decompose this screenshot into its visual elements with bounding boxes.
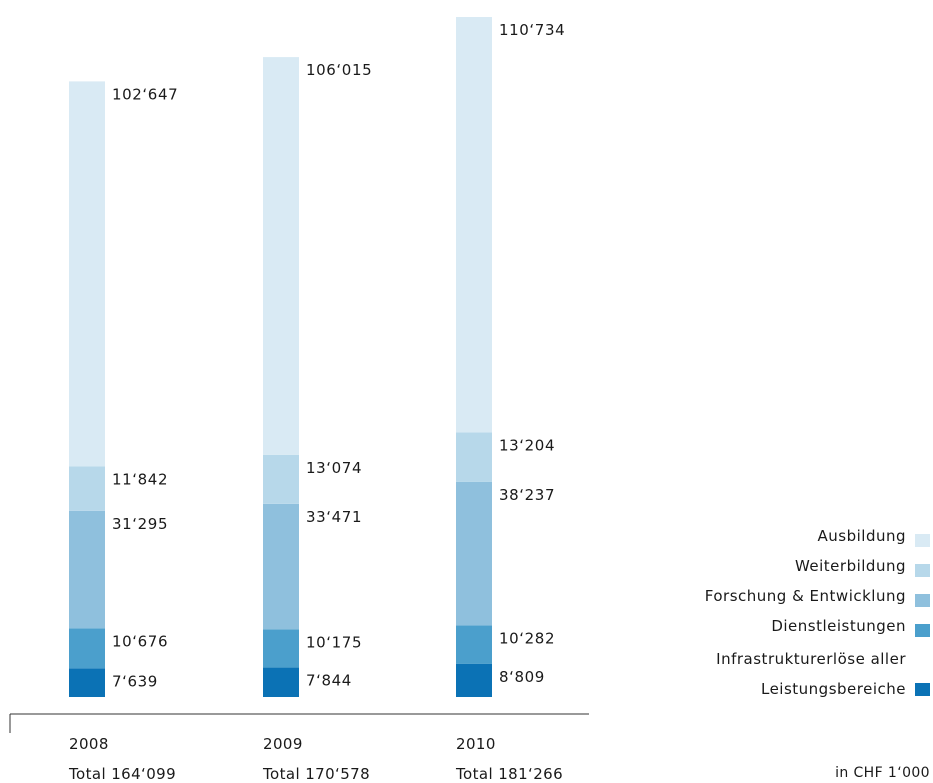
data-label-leistungsbereiche-2008: 7‘639 <box>112 672 158 690</box>
legend-label-weiterbildung: Weiterbildung <box>795 557 906 575</box>
bar-segment-ausbildung-2009 <box>263 57 299 455</box>
bar-segment-dienstleistungen-2008 <box>69 628 105 669</box>
bar-segment-ausbildung-2010 <box>456 17 492 433</box>
legend-swatch-leistungsbereiche <box>915 683 930 696</box>
legend-swatch-dienstleistungen <box>915 624 930 637</box>
total-label-2009: Total 170‘578 <box>262 765 370 783</box>
bar-segment-ausbildung-2008 <box>69 81 105 467</box>
data-label-dienstleistungen-2009: 10‘175 <box>306 633 362 651</box>
bar-segment-leistungsbereiche-2010 <box>456 663 492 697</box>
data-label-weiterbildung-2010: 13‘204 <box>499 436 555 454</box>
bar-segment-dienstleistungen-2010 <box>456 625 492 664</box>
legend-label-forschung-entwicklung: Forschung & Entwicklung <box>705 587 906 605</box>
data-label-leistungsbereiche-2009: 7‘844 <box>306 672 352 690</box>
bar-segment-leistungsbereiche-2008 <box>69 668 105 697</box>
bar-segment-forschung-entwicklung-2008 <box>69 510 105 629</box>
bar-segment-forschung-entwicklung-2010 <box>456 481 492 626</box>
legend: Ausbildung Weiterbildung Forschung & Entwi… <box>705 527 930 698</box>
total-label-2008: Total 164‘099 <box>68 765 176 783</box>
x-tick-label-2008: 2008 <box>69 735 109 753</box>
legend-label-ausbildung: Ausbildung <box>818 527 907 545</box>
legend-label-dienstleistungen: Dienstleistungen <box>771 617 906 635</box>
data-label-dienstleistungen-2008: 10‘676 <box>112 632 168 650</box>
data-label-forschung-entwicklung-2009: 33‘471 <box>306 508 362 526</box>
legend-label-leistungsbereiche-line1: Infrastrukturerlöse aller <box>716 650 906 668</box>
bars-group <box>69 17 492 697</box>
x-tick-label-2009: 2009 <box>263 735 303 753</box>
legend-swatch-weiterbildung <box>915 564 930 577</box>
data-label-ausbildung-2010: 110‘734 <box>499 21 565 39</box>
bar-segment-weiterbildung-2009 <box>263 454 299 504</box>
bar-segment-weiterbildung-2010 <box>456 432 492 482</box>
data-label-ausbildung-2009: 106‘015 <box>306 61 372 79</box>
unit-label: in CHF 1‘000 <box>835 765 930 781</box>
bar-segment-dienstleistungen-2009 <box>263 629 299 668</box>
bar-segment-weiterbildung-2008 <box>69 466 105 511</box>
legend-swatch-forschung-entwicklung <box>915 594 930 607</box>
data-label-ausbildung-2008: 102‘647 <box>112 85 178 103</box>
data-label-leistungsbereiche-2010: 8‘809 <box>499 668 545 686</box>
x-tick-label-2010: 2010 <box>456 735 496 753</box>
bar-segment-forschung-entwicklung-2009 <box>263 503 299 630</box>
data-label-weiterbildung-2008: 11‘842 <box>112 470 168 488</box>
data-label-dienstleistungen-2010: 10‘282 <box>499 629 555 647</box>
total-label-2010: Total 181‘266 <box>455 765 563 783</box>
legend-swatch-ausbildung <box>915 534 930 547</box>
x-axis-labels-group: 2008 Total 164‘099 2009 Total 170‘578 2010 To… <box>68 735 563 783</box>
segment-labels-group: 7‘639 10‘676 31‘295 11‘842 102‘647 7‘844 10‘17… <box>112 21 565 690</box>
data-label-forschung-entwicklung-2008: 31‘295 <box>112 515 168 533</box>
legend-label-leistungsbereiche-line2: Leistungsbereiche <box>761 680 906 698</box>
bar-segment-leistungsbereiche-2009 <box>263 667 299 697</box>
data-label-forschung-entwicklung-2010: 38‘237 <box>499 486 555 504</box>
data-label-weiterbildung-2009: 13‘074 <box>306 459 362 477</box>
